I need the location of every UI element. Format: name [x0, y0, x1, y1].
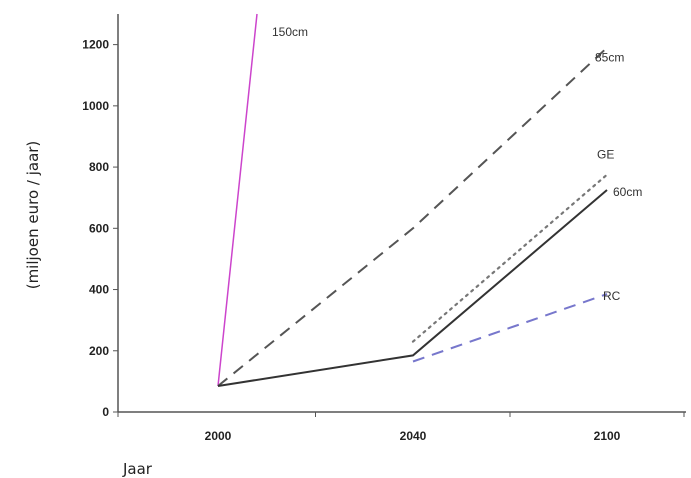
series-line-ge: [411, 173, 609, 343]
y-tick-labels: 0 200 400 600 800 1000 1200: [82, 38, 109, 419]
y-axis-title: (miljoen euro / jaar): [24, 141, 42, 290]
series-line-rc: [412, 293, 608, 363]
x-tick-labels: 2000 2040 2100: [205, 429, 621, 443]
x-tick-label: 2000: [205, 429, 232, 443]
series-label-85cm: 85cm: [595, 51, 624, 65]
y-tick-label: 200: [89, 344, 109, 358]
y-tick-label: 1200: [82, 38, 109, 52]
x-tick-label: 2040: [400, 429, 427, 443]
y-tick-label: 800: [89, 160, 109, 174]
series-line-60cm: [217, 189, 608, 387]
y-tick-label: 1000: [82, 99, 109, 113]
series-label-60cm: 60cm: [613, 185, 642, 199]
series-line-150cm: [217, 13, 258, 387]
axes: [113, 14, 686, 417]
y-tick-label: 400: [89, 283, 109, 297]
series-labels: 150cm 85cm GE 60cm RC: [272, 25, 642, 303]
x-tick-label: 2100: [594, 429, 621, 443]
series-label-ge: GE: [597, 148, 614, 162]
series-label-rc: RC: [603, 289, 621, 303]
x-axis-title: Jaar: [122, 460, 153, 478]
y-tick-label: 600: [89, 221, 109, 235]
y-tick-label: 0: [102, 405, 109, 419]
series-label-150cm: 150cm: [272, 25, 308, 39]
series-line-85cm: [217, 46, 608, 387]
series-lines: [217, 13, 609, 387]
